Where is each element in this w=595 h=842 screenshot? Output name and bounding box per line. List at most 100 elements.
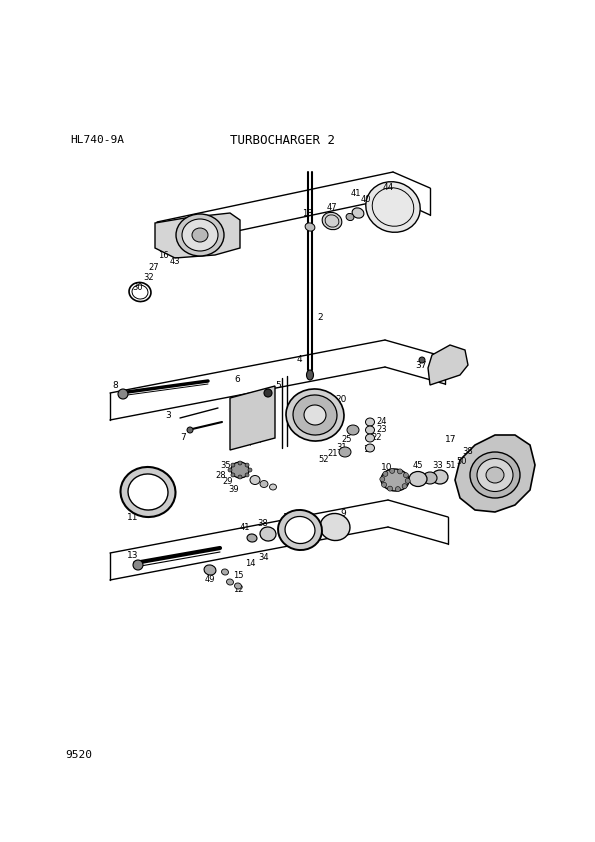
Ellipse shape bbox=[176, 214, 224, 256]
Circle shape bbox=[231, 463, 235, 467]
Text: 11: 11 bbox=[283, 514, 295, 523]
Text: 10: 10 bbox=[381, 463, 393, 472]
Ellipse shape bbox=[423, 472, 437, 484]
Ellipse shape bbox=[352, 208, 364, 218]
Circle shape bbox=[238, 475, 242, 479]
Text: 19: 19 bbox=[363, 445, 374, 455]
Text: 39: 39 bbox=[228, 486, 239, 494]
Ellipse shape bbox=[192, 228, 208, 242]
Circle shape bbox=[228, 468, 232, 472]
Ellipse shape bbox=[260, 481, 268, 488]
Ellipse shape bbox=[366, 182, 420, 232]
Text: 33: 33 bbox=[432, 461, 443, 470]
Ellipse shape bbox=[381, 469, 409, 491]
Ellipse shape bbox=[250, 476, 260, 484]
Text: 42: 42 bbox=[232, 468, 243, 477]
Circle shape bbox=[383, 472, 388, 477]
Text: 17: 17 bbox=[445, 435, 456, 445]
Circle shape bbox=[231, 473, 235, 477]
Ellipse shape bbox=[247, 534, 257, 542]
Text: 41: 41 bbox=[240, 523, 250, 531]
Text: 49: 49 bbox=[205, 575, 215, 584]
Text: 37: 37 bbox=[415, 360, 427, 370]
Text: 7: 7 bbox=[180, 434, 186, 443]
Text: HL740-9A: HL740-9A bbox=[70, 135, 124, 145]
Ellipse shape bbox=[128, 474, 168, 510]
Circle shape bbox=[419, 357, 425, 363]
Ellipse shape bbox=[293, 395, 337, 435]
Text: 11: 11 bbox=[127, 514, 139, 523]
Ellipse shape bbox=[486, 467, 504, 483]
Text: 32: 32 bbox=[143, 273, 154, 281]
Ellipse shape bbox=[278, 510, 322, 550]
Ellipse shape bbox=[304, 405, 326, 425]
Ellipse shape bbox=[320, 514, 350, 541]
Ellipse shape bbox=[204, 565, 216, 575]
Text: 50: 50 bbox=[456, 457, 466, 466]
Text: 52: 52 bbox=[318, 456, 328, 465]
Ellipse shape bbox=[346, 213, 354, 221]
Ellipse shape bbox=[270, 484, 277, 490]
Ellipse shape bbox=[182, 219, 218, 251]
Text: 18: 18 bbox=[302, 210, 312, 219]
Circle shape bbox=[387, 486, 393, 491]
Text: 16: 16 bbox=[158, 252, 168, 260]
Ellipse shape bbox=[322, 212, 342, 230]
Text: 34: 34 bbox=[258, 553, 268, 562]
Ellipse shape bbox=[231, 462, 249, 478]
Circle shape bbox=[381, 482, 387, 488]
Ellipse shape bbox=[365, 444, 374, 452]
Ellipse shape bbox=[365, 434, 374, 442]
Ellipse shape bbox=[234, 583, 242, 589]
Text: 9520: 9520 bbox=[65, 750, 92, 760]
Ellipse shape bbox=[306, 370, 314, 380]
Ellipse shape bbox=[305, 223, 315, 232]
Polygon shape bbox=[155, 213, 240, 258]
Circle shape bbox=[238, 461, 242, 465]
Text: 12: 12 bbox=[233, 585, 243, 594]
Ellipse shape bbox=[121, 467, 176, 517]
Ellipse shape bbox=[285, 516, 315, 544]
Ellipse shape bbox=[365, 426, 374, 434]
Ellipse shape bbox=[365, 418, 374, 426]
Text: 45: 45 bbox=[413, 461, 424, 470]
Circle shape bbox=[380, 477, 385, 482]
Circle shape bbox=[248, 468, 252, 472]
Text: 21: 21 bbox=[327, 449, 337, 457]
Text: 48: 48 bbox=[430, 370, 441, 380]
Circle shape bbox=[264, 389, 272, 397]
Text: 41: 41 bbox=[351, 189, 362, 199]
Text: 15: 15 bbox=[233, 572, 243, 580]
Text: 14: 14 bbox=[245, 558, 255, 568]
Circle shape bbox=[245, 463, 249, 467]
Text: 38: 38 bbox=[462, 447, 473, 456]
Polygon shape bbox=[230, 386, 275, 450]
Circle shape bbox=[395, 487, 400, 492]
Text: 20: 20 bbox=[335, 396, 346, 404]
Text: 24: 24 bbox=[376, 418, 387, 427]
Text: 25: 25 bbox=[341, 435, 352, 445]
Text: 40: 40 bbox=[361, 195, 371, 205]
Ellipse shape bbox=[260, 527, 276, 541]
Polygon shape bbox=[428, 345, 468, 385]
Text: 5: 5 bbox=[275, 381, 281, 390]
Text: 38: 38 bbox=[257, 519, 268, 527]
Text: 51: 51 bbox=[445, 461, 456, 470]
Text: 13: 13 bbox=[127, 552, 139, 561]
Circle shape bbox=[245, 473, 249, 477]
Text: TURBOCHARGER 2: TURBOCHARGER 2 bbox=[230, 134, 335, 147]
Circle shape bbox=[390, 468, 394, 473]
Circle shape bbox=[402, 483, 407, 488]
Ellipse shape bbox=[339, 447, 351, 457]
Text: 6: 6 bbox=[234, 376, 240, 385]
Ellipse shape bbox=[286, 389, 344, 441]
Circle shape bbox=[405, 478, 410, 483]
Circle shape bbox=[187, 427, 193, 433]
Text: 44: 44 bbox=[383, 184, 394, 193]
Text: 43: 43 bbox=[170, 258, 181, 267]
Ellipse shape bbox=[221, 569, 228, 575]
Text: 47: 47 bbox=[327, 202, 337, 211]
Text: 22: 22 bbox=[371, 434, 381, 443]
Text: 23: 23 bbox=[376, 425, 387, 434]
Text: 4: 4 bbox=[297, 355, 303, 365]
